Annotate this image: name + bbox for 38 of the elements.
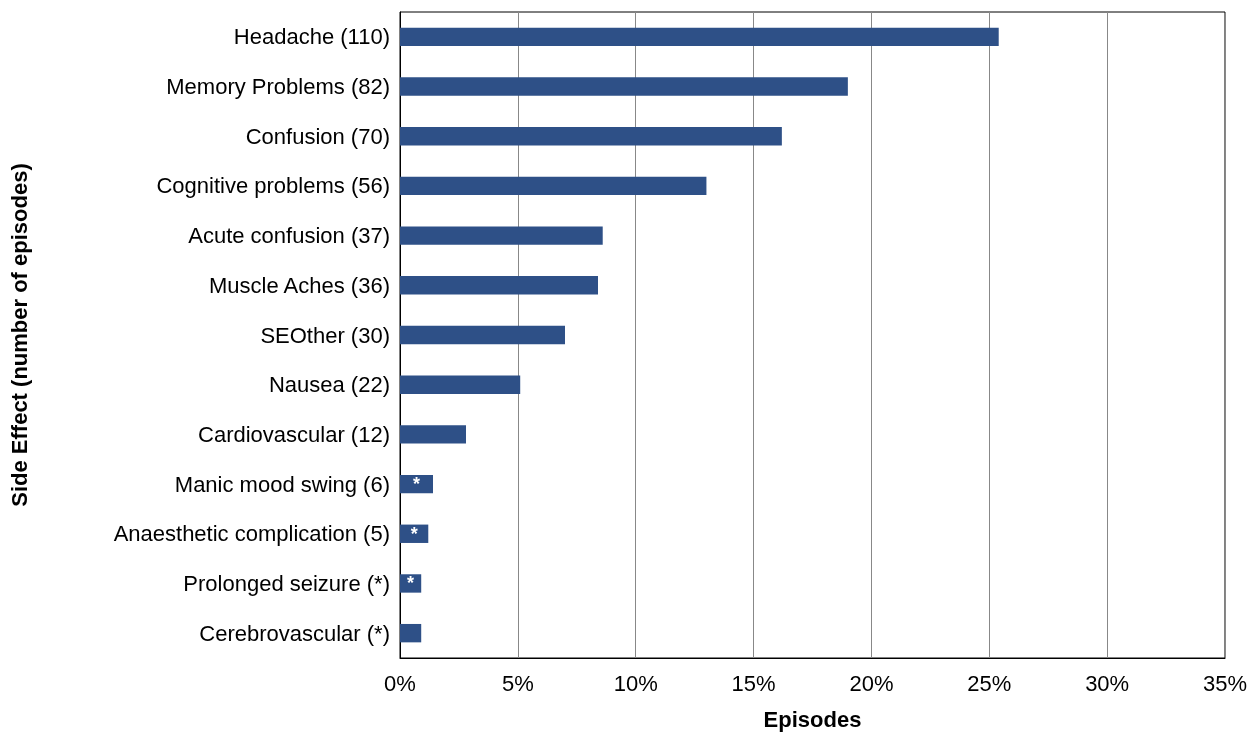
- bar: [400, 574, 422, 593]
- y-tick-label: Confusion (70): [245, 123, 390, 149]
- x-tick-label: 35%: [1202, 670, 1248, 696]
- data-label: *: [410, 523, 418, 544]
- bar: [400, 474, 433, 494]
- y-tick-label: Headache (110): [233, 24, 390, 50]
- x-tick-label: 15%: [731, 670, 776, 696]
- bar: [400, 127, 782, 146]
- y-tick-label: Nausea (22): [268, 372, 390, 398]
- x-tick-label: 20%: [849, 670, 894, 696]
- bar: [400, 276, 598, 295]
- y-tick-label: Muscle Aches (36): [209, 272, 390, 298]
- x-tick-label: 10%: [613, 670, 658, 696]
- bar: [400, 425, 466, 444]
- y-tick-label: SEOther (30): [260, 322, 390, 348]
- bar: [400, 27, 999, 47]
- y-tick-label: Prolonged seizure (*): [183, 570, 390, 596]
- x-tick-label: 0%: [384, 670, 416, 696]
- y-tick-label: Acute confusion (37): [188, 223, 390, 249]
- x-tick-label: 25%: [967, 670, 1012, 696]
- x-tick-label: 5%: [501, 670, 534, 696]
- x-axis-title: Episodes: [763, 706, 862, 732]
- bar: [400, 325, 565, 345]
- y-tick-label: Cardiovascular (12): [198, 421, 390, 447]
- data-label: *: [412, 474, 421, 495]
- bar: [400, 226, 603, 245]
- data-label: *: [407, 573, 415, 594]
- y-tick-label: Cognitive problems (56): [156, 173, 390, 199]
- bar: [400, 176, 707, 196]
- y-axis-title: Side Effect (number of episodes): [6, 163, 32, 507]
- y-tick-label: Anaesthetic complication (5): [113, 521, 390, 547]
- bar: [400, 77, 848, 96]
- y-tick-label: Cerebrovascular (*): [199, 620, 390, 646]
- x-tick-label: 30%: [1085, 670, 1130, 696]
- y-tick-label: Manic mood swing (6): [174, 471, 390, 497]
- bar: [400, 375, 521, 394]
- y-tick-label: Memory Problems (82): [166, 74, 390, 100]
- bar: [400, 623, 422, 643]
